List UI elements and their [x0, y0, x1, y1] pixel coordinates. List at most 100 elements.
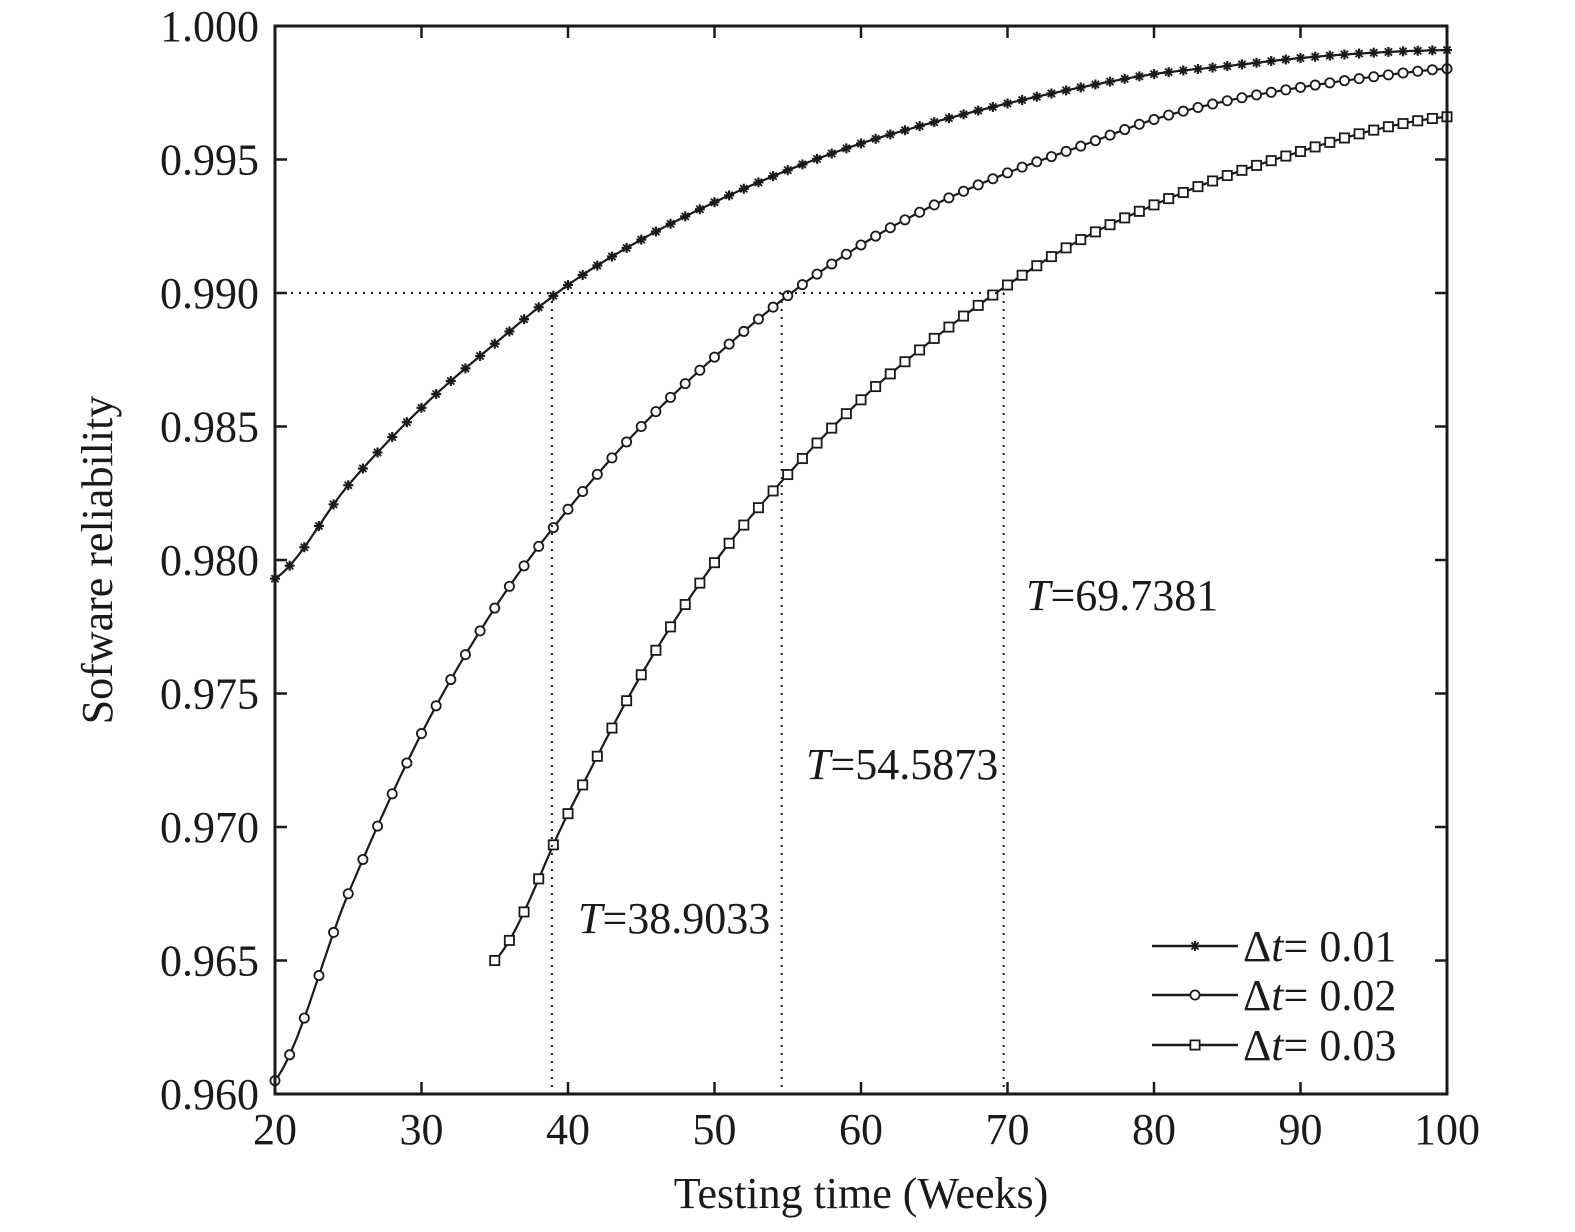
marker-0-9 — [401, 417, 412, 428]
annotation-t3-var: T — [1026, 571, 1054, 620]
marker-0-70 — [1295, 53, 1306, 64]
marker-0-21 — [577, 269, 588, 280]
marker-2-31 — [943, 321, 955, 333]
marker-0-53 — [1046, 88, 1057, 99]
marker-2-4 — [547, 839, 559, 851]
marker-0-78 — [1412, 45, 1423, 56]
y-tick-label-8: 1.000 — [160, 2, 259, 51]
marker-0-47 — [958, 109, 969, 120]
legend-entry-0: Δt= 0.01 — [1152, 922, 1396, 971]
marker-2-23 — [826, 422, 838, 434]
legend-marker-1 — [1189, 989, 1201, 1001]
marker-2-35 — [1002, 279, 1014, 291]
marker-0-76 — [1383, 46, 1394, 57]
marker-2-51 — [1236, 164, 1248, 176]
marker-1-52 — [1031, 156, 1043, 168]
marker-2-33 — [972, 299, 984, 311]
marker-2-42 — [1104, 219, 1116, 231]
marker-2-57 — [1324, 136, 1336, 148]
marker-1-71 — [1309, 79, 1321, 91]
marker-1-6 — [357, 853, 369, 865]
marker-2-19 — [767, 485, 779, 497]
marker-1-73 — [1338, 75, 1350, 87]
marker-0-46 — [943, 113, 954, 124]
marker-1-8 — [386, 788, 398, 800]
marker-0-57 — [1105, 76, 1116, 87]
y-tick-label-5: 0.985 — [160, 403, 259, 452]
marker-2-47 — [1177, 187, 1189, 199]
marker-0-10 — [416, 402, 427, 413]
legend: Δt= 0.01 Δt= 0.02 Δt= 0.03 — [1152, 922, 1396, 1070]
marker-2-22 — [811, 437, 823, 449]
series-markers-1 — [269, 63, 1453, 1087]
marker-2-5 — [562, 808, 574, 820]
marker-1-57 — [1104, 129, 1116, 141]
marker-0-38 — [826, 148, 837, 159]
x-tick-label-6: 80 — [1132, 1105, 1176, 1154]
marker-2-40 — [1075, 234, 1087, 246]
marker-0-51 — [1017, 95, 1028, 106]
marker-1-38 — [826, 258, 838, 270]
series-markers-2 — [489, 111, 1453, 967]
annotation-t3-value: =69.7381 — [1050, 571, 1218, 620]
marker-2-16 — [723, 537, 735, 549]
marker-0-11 — [431, 389, 442, 400]
x-tick-label-1: 30 — [400, 1105, 444, 1154]
x-axis-label: Testing time (Weeks) — [674, 1169, 1049, 1218]
legend-label-1: Δt= 0.02 — [1243, 971, 1396, 1020]
marker-0-35 — [782, 165, 793, 176]
marker-1-9 — [401, 757, 413, 769]
marker-0-71 — [1310, 51, 1321, 62]
marker-1-25 — [635, 420, 647, 432]
x-tick-labels: 20 30 40 50 60 70 80 90 100 — [253, 1105, 1480, 1154]
marker-1-62 — [1177, 105, 1189, 117]
marker-1-5 — [342, 888, 354, 900]
marker-0-63 — [1192, 63, 1203, 74]
marker-2-55 — [1295, 145, 1307, 157]
marker-2-54 — [1280, 150, 1292, 162]
marker-0-24 — [621, 242, 632, 253]
marker-1-17 — [518, 560, 530, 572]
marker-0-25 — [636, 234, 647, 245]
annotation-t3: T=69.7381 — [1026, 571, 1218, 620]
y-tick-labels: 0.960 0.965 0.970 0.975 0.980 0.985 0.990 0.995… — [160, 2, 259, 1119]
marker-0-12 — [445, 375, 456, 386]
marker-1-64 — [1207, 98, 1219, 110]
marker-1-70 — [1295, 81, 1307, 93]
marker-0-62 — [1178, 65, 1189, 76]
marker-1-26 — [650, 406, 662, 418]
marker-0-68 — [1266, 56, 1277, 67]
y-tick-label-3: 0.975 — [160, 670, 259, 719]
marker-1-28 — [679, 378, 691, 390]
marker-0-26 — [650, 226, 661, 237]
y-axis-label: Sofware reliability — [73, 396, 122, 725]
marker-0-65 — [1222, 61, 1233, 72]
marker-2-43 — [1119, 212, 1131, 224]
marker-0-2 — [299, 542, 310, 553]
marker-1-21 — [577, 485, 589, 497]
marker-0-44 — [914, 121, 925, 132]
marker-0-79 — [1427, 45, 1438, 56]
legend-value-0: = 0.01 — [1284, 922, 1397, 971]
marker-0-45 — [929, 117, 940, 128]
legend-delta-2: Δ — [1243, 1021, 1271, 1070]
x-tick-label-0: 20 — [253, 1105, 297, 1154]
marker-1-79 — [1426, 64, 1438, 76]
marker-2-0 — [489, 955, 501, 967]
marker-2-49 — [1207, 175, 1219, 187]
marker-0-42 — [885, 129, 896, 140]
marker-2-18 — [752, 502, 764, 514]
marker-2-59 — [1353, 128, 1365, 140]
y-tick-label-6: 0.990 — [160, 269, 259, 318]
marker-1-49 — [987, 173, 999, 185]
x-tick-label-5: 70 — [986, 1105, 1030, 1154]
marker-1-50 — [1002, 167, 1014, 179]
marker-1-1 — [284, 1049, 296, 1061]
marker-2-53 — [1265, 155, 1277, 167]
annotation-t2: T=54.5873 — [806, 740, 998, 789]
marker-2-24 — [840, 408, 852, 420]
marker-2-20 — [782, 469, 794, 481]
marker-2-2 — [518, 906, 530, 918]
marker-1-60 — [1148, 113, 1160, 125]
marker-1-36 — [796, 279, 808, 291]
